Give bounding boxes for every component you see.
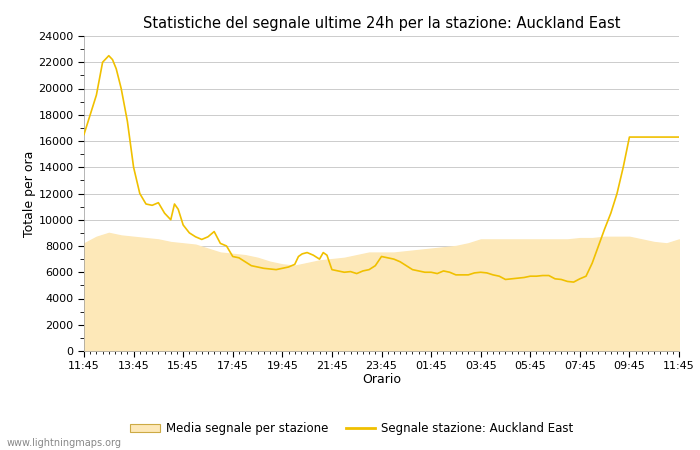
Legend: Media segnale per stazione, Segnale stazione: Auckland East: Media segnale per stazione, Segnale staz… bbox=[125, 417, 578, 440]
Title: Statistiche del segnale ultime 24h per la stazione: Auckland East: Statistiche del segnale ultime 24h per l… bbox=[143, 16, 620, 31]
X-axis label: Orario: Orario bbox=[362, 373, 401, 386]
Y-axis label: Totale per ora: Totale per ora bbox=[22, 150, 36, 237]
Text: www.lightningmaps.org: www.lightningmaps.org bbox=[7, 438, 122, 448]
